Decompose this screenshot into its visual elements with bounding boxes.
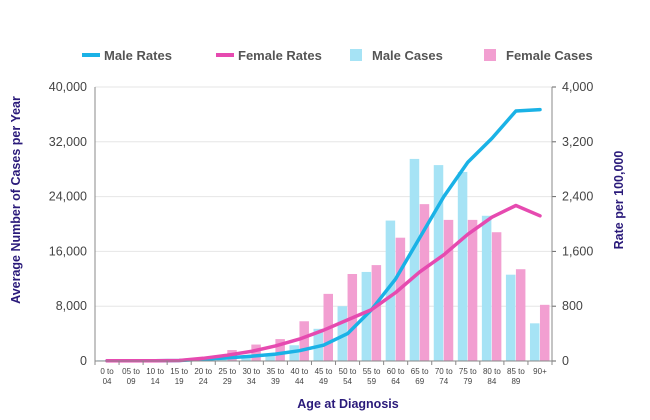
y-left-tick-label: 8,000 <box>56 299 87 313</box>
legend-label: Male Rates <box>104 48 172 63</box>
x-tick-label: 45 to 49 <box>315 367 333 386</box>
female-cases-bar <box>371 265 382 361</box>
x-tick-label: 50 to 54 <box>339 367 357 386</box>
y-right-tick-label: 1,600 <box>562 244 593 258</box>
legend-label: Male Cases <box>372 48 443 63</box>
legend-item-female-cases[interactable]: Female Cases <box>484 48 593 63</box>
x-tick-label: 70 to 74 <box>435 367 453 386</box>
legend-item-male-rates[interactable]: Male Rates <box>82 48 172 63</box>
female-cases-bar <box>419 204 430 361</box>
female-cases-bar <box>539 304 550 361</box>
y-right-axis-title: Rate per 100,000 <box>612 151 626 250</box>
x-tick-label: 10 to 14 <box>146 367 164 386</box>
y-left-tick-label: 24,000 <box>49 190 87 204</box>
y-right-tick-label: 4,000 <box>562 80 593 94</box>
y-left-tick-label: 0 <box>80 354 87 368</box>
female-cases-bar <box>251 344 261 361</box>
female-cases-bar <box>275 339 285 361</box>
female-cases-bar <box>299 321 309 361</box>
female-cases-bar <box>395 237 406 361</box>
x-tick-label: 40 to 44 <box>291 367 309 386</box>
y-left-tick-label: 32,000 <box>49 135 87 149</box>
y-left-tick-label: 16,000 <box>49 244 87 258</box>
x-tick-label: 15 to 19 <box>170 367 188 386</box>
male-cases-bar <box>481 215 492 361</box>
legend-bar-swatch <box>484 49 496 61</box>
x-tick-label: 25 to 29 <box>218 367 236 386</box>
legend: Male Rates Female Rates Male Cases Female C… <box>82 48 593 63</box>
male-cases-bar <box>529 323 540 361</box>
y-right-tick-label: 800 <box>562 299 583 313</box>
y-right-tick-label: 3,200 <box>562 135 593 149</box>
x-tick-label: 85 to 89 <box>507 367 525 386</box>
x-tick-label: 05 to 09 <box>122 367 140 386</box>
x-tick-label: 75 to 79 <box>459 367 477 386</box>
x-tick-label: 80 to 84 <box>483 367 501 386</box>
x-tick-label: 30 to 34 <box>242 367 260 386</box>
male-cases-bar <box>385 220 396 361</box>
x-tick-label: 90+ <box>533 367 547 376</box>
x-tick-label: 35 to 39 <box>266 367 284 386</box>
x-tick-label: 20 to 24 <box>194 367 212 386</box>
female-cases-bar <box>515 269 526 361</box>
y-right-tick-label: 0 <box>562 354 569 368</box>
y-right-tick-label: 2,400 <box>562 190 593 204</box>
male-cases-bar <box>409 158 420 361</box>
legend-label: Female Cases <box>506 48 593 63</box>
x-tick-label: 60 to 64 <box>387 367 405 386</box>
female-cases-bar <box>491 232 502 361</box>
legend-label: Female Rates <box>238 48 322 63</box>
x-tick-label: 0 to 04 <box>100 367 114 386</box>
y-left-axis-title: Average Number of Cases per Year <box>9 96 23 304</box>
y-left-tick-label: 40,000 <box>49 80 87 94</box>
female-cases-bar <box>443 219 454 361</box>
legend-item-female-rates[interactable]: Female Rates <box>216 48 322 63</box>
x-tick-label: 65 to 69 <box>411 367 429 386</box>
male-cases-bar <box>265 354 275 361</box>
x-axis-title: Age at Diagnosis <box>297 397 398 411</box>
male-cases-bar <box>241 356 251 361</box>
legend-bar-swatch <box>350 49 362 61</box>
male-cases-bar <box>457 171 468 361</box>
legend-item-male-cases[interactable]: Male Cases <box>350 48 443 63</box>
male-cases-bar <box>505 274 516 361</box>
male-cases-bar <box>433 165 444 361</box>
male-cases-bar <box>337 306 348 361</box>
x-tick-label: 55 to 59 <box>363 367 381 386</box>
female-cases-bar <box>467 219 478 361</box>
axes: 0 0 8,000 800 16,000 1,600 24,000 2,400 32,000 3,… <box>49 80 594 386</box>
